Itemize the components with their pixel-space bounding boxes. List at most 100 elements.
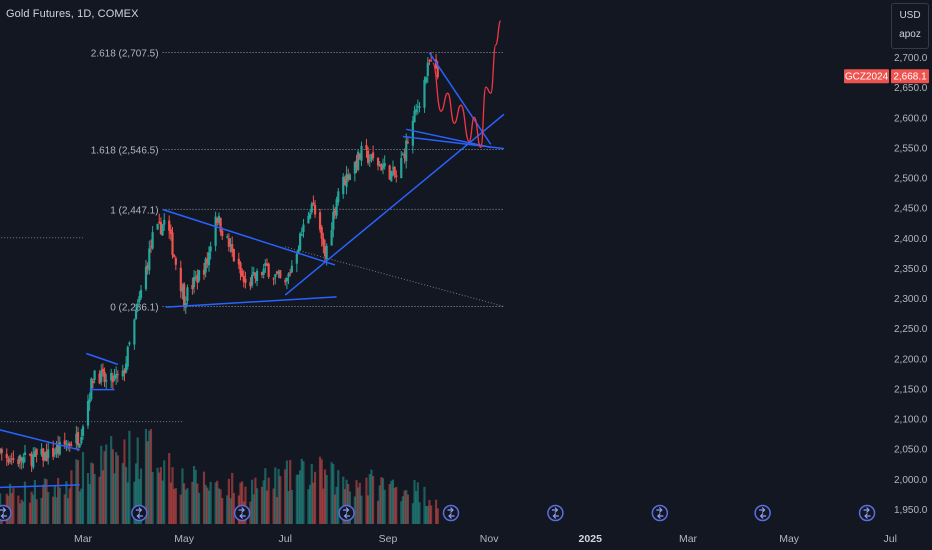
- event-marker-ring: [131, 504, 148, 522]
- candle-body: [171, 232, 174, 256]
- event-marker-icon[interactable]: [547, 504, 564, 522]
- candle-body: [126, 346, 129, 367]
- candle-body: [80, 436, 83, 444]
- volume-bar: [98, 476, 101, 524]
- candle-body: [40, 448, 43, 455]
- y-tick-label: 2,100.0: [894, 415, 928, 426]
- candle-body: [426, 62, 429, 76]
- event-marker-icon[interactable]: [0, 504, 12, 522]
- candle-body: [81, 426, 85, 436]
- volume-bar: [318, 456, 322, 524]
- candle-body: [348, 174, 351, 181]
- candle-body: [168, 220, 171, 231]
- volume-bar: [202, 471, 206, 524]
- event-marker-icon[interactable]: [442, 504, 460, 522]
- candle-body: [229, 245, 232, 247]
- event-marker-icon[interactable]: [651, 504, 669, 522]
- candle-body: [47, 449, 50, 459]
- volume-bar: [144, 429, 148, 524]
- event-marker-icon[interactable]: [338, 504, 355, 522]
- volume-bar: [300, 458, 303, 524]
- volume-bar: [365, 477, 368, 524]
- event-marker-icon[interactable]: [858, 504, 876, 522]
- candle-body: [227, 238, 230, 247]
- candlesticks: [0, 52, 439, 472]
- candle-body: [260, 272, 264, 275]
- volume-bar: [45, 479, 48, 524]
- candle-body: [183, 283, 186, 306]
- volume-bar: [169, 482, 172, 524]
- projection-guide-lines: [0, 237, 505, 423]
- event-marker-icon[interactable]: [754, 504, 771, 522]
- candle-body: [265, 263, 269, 266]
- volume-bar: [115, 452, 118, 524]
- y-tick-label: 2,600.0: [894, 113, 928, 124]
- candle-body: [310, 203, 313, 213]
- event-marker-icon[interactable]: [233, 504, 251, 522]
- candle-body: [323, 246, 327, 257]
- time-axis[interactable]: Mar May Jul Sep Nov 2025 Mar May Jul: [74, 533, 897, 545]
- volume-bar: [370, 469, 373, 524]
- last-price-tag: GCZ2024 2,668.1: [844, 69, 929, 84]
- volume-bar: [105, 444, 108, 524]
- price-tag-box: [891, 69, 929, 84]
- volume-bar: [333, 494, 337, 524]
- candle-body: [436, 66, 439, 78]
- volume-bar: [32, 494, 35, 524]
- volume-bar: [75, 459, 78, 524]
- candle-body: [42, 448, 45, 461]
- candle-body: [90, 378, 93, 400]
- candle-body: [395, 175, 398, 178]
- volume-bar: [239, 482, 242, 524]
- candle-body: [173, 255, 176, 258]
- candle-body: [8, 460, 12, 463]
- volume-bar: [192, 466, 196, 524]
- volume-bar: [163, 460, 166, 524]
- volume-bar: [332, 464, 335, 524]
- candle-body: [32, 454, 35, 468]
- y-tick-label: 2,550.0: [894, 143, 928, 154]
- volume-bar: [403, 490, 406, 524]
- volume-bar: [400, 501, 403, 524]
- candle-body: [313, 205, 317, 215]
- candle-body: [111, 375, 114, 383]
- candle-body: [365, 144, 368, 150]
- candle-body: [267, 263, 270, 277]
- candle-body: [401, 153, 405, 156]
- volume-bar: [320, 459, 323, 524]
- volume-bar: [138, 479, 141, 524]
- volume-bar: [330, 462, 333, 524]
- volume-bar: [244, 486, 247, 524]
- candle-body: [357, 151, 360, 170]
- fib-level-label: 1 (2,447.1): [110, 205, 158, 216]
- candle-body: [0, 448, 2, 453]
- volume-bar: [184, 489, 187, 524]
- candle-body: [128, 342, 131, 345]
- volume-bar: [100, 445, 103, 524]
- candle-body: [161, 224, 164, 236]
- candle-body: [124, 363, 128, 373]
- candle-body: [93, 370, 96, 380]
- candle-body: [289, 272, 292, 274]
- volume-bar: [265, 490, 269, 524]
- volume-bar: [227, 478, 230, 524]
- candle-body: [86, 401, 90, 426]
- volume-bar: [426, 505, 429, 524]
- volume-bar: [159, 467, 163, 524]
- volume-bar: [367, 495, 370, 524]
- event-marker-icon[interactable]: [131, 504, 148, 522]
- candle-body: [312, 202, 315, 205]
- candle-body: [325, 245, 328, 260]
- x-tick-label: Jul: [884, 533, 897, 545]
- candle-body: [103, 371, 106, 383]
- candle-body: [70, 444, 73, 446]
- currency-selector[interactable]: USD apoz: [891, 3, 929, 49]
- price-axis[interactable]: 1,950.0 2,000.0 2,050.0 2,100.0 2,150.0 2,200…: [844, 53, 929, 516]
- y-tick-label: 2,350.0: [894, 264, 928, 275]
- volume-bar: [183, 483, 186, 524]
- volume-bar: [302, 461, 305, 524]
- candle-body: [244, 278, 247, 283]
- candle-body: [197, 270, 201, 281]
- projection-curve: [432, 20, 502, 149]
